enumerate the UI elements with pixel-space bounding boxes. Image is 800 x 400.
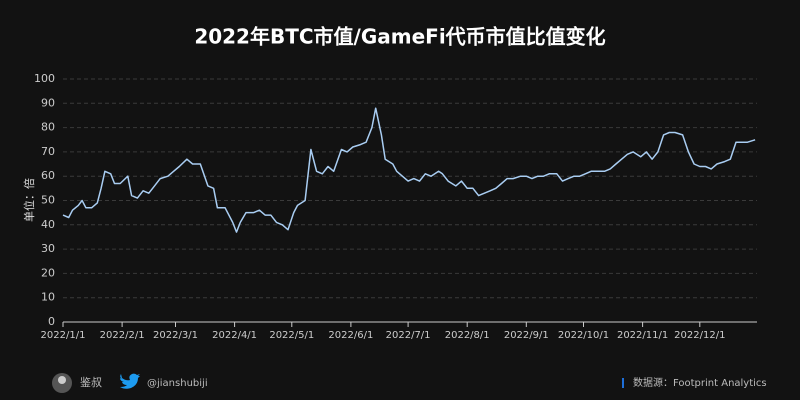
- y-tick-label: 50: [41, 194, 55, 207]
- x-tick-label: 2022/10/1: [558, 330, 609, 341]
- x-tick-label: 2022/8/1: [445, 330, 490, 341]
- author: 鉴叔: [80, 375, 102, 389]
- y-axis-label: 单位：倍: [22, 178, 36, 222]
- x-tick-label: 2022/7/1: [386, 330, 431, 341]
- twitter-handle: @jianshubiji: [147, 378, 208, 389]
- x-tick-label: 2022/1/1: [41, 330, 86, 341]
- x-tick-label: 2022/6/1: [328, 330, 373, 341]
- y-tick-label: 90: [41, 96, 55, 109]
- x-tick-label: 2022/4/1: [212, 330, 257, 341]
- x-tick-label: 2022/3/1: [153, 330, 198, 341]
- y-tick-label: 70: [41, 145, 55, 158]
- footer: 鉴叔 @jianshubiji 数据源：Footprint Analytics: [52, 373, 767, 393]
- x-tick-label: 2022/9/1: [504, 330, 549, 341]
- y-tick-label: 30: [41, 242, 55, 255]
- y-tick-label: 80: [41, 121, 55, 134]
- source: 数据源：Footprint Analytics: [633, 376, 767, 389]
- y-tick-label: 10: [41, 291, 55, 304]
- x-tick-label: 2022/12/1: [674, 330, 725, 341]
- x-tick-label: 2022/2/1: [100, 330, 145, 341]
- y-tick-label: 60: [41, 169, 55, 182]
- y-tick-label: 0: [48, 315, 55, 328]
- x-tick-label: 2022/11/1: [617, 330, 668, 341]
- line-series: [62, 107, 756, 233]
- twitter-icon: [120, 373, 140, 389]
- source-marker: [622, 378, 624, 388]
- x-tick-label: 2022/5/1: [269, 330, 314, 341]
- y-tick-label: 20: [41, 266, 55, 279]
- y-tick-label: 100: [34, 72, 55, 85]
- y-tick-label: 40: [41, 218, 55, 231]
- avatar-head: [58, 376, 66, 384]
- chart-title: 2022年BTC市值/GameFi代币市值比值变化: [194, 25, 605, 49]
